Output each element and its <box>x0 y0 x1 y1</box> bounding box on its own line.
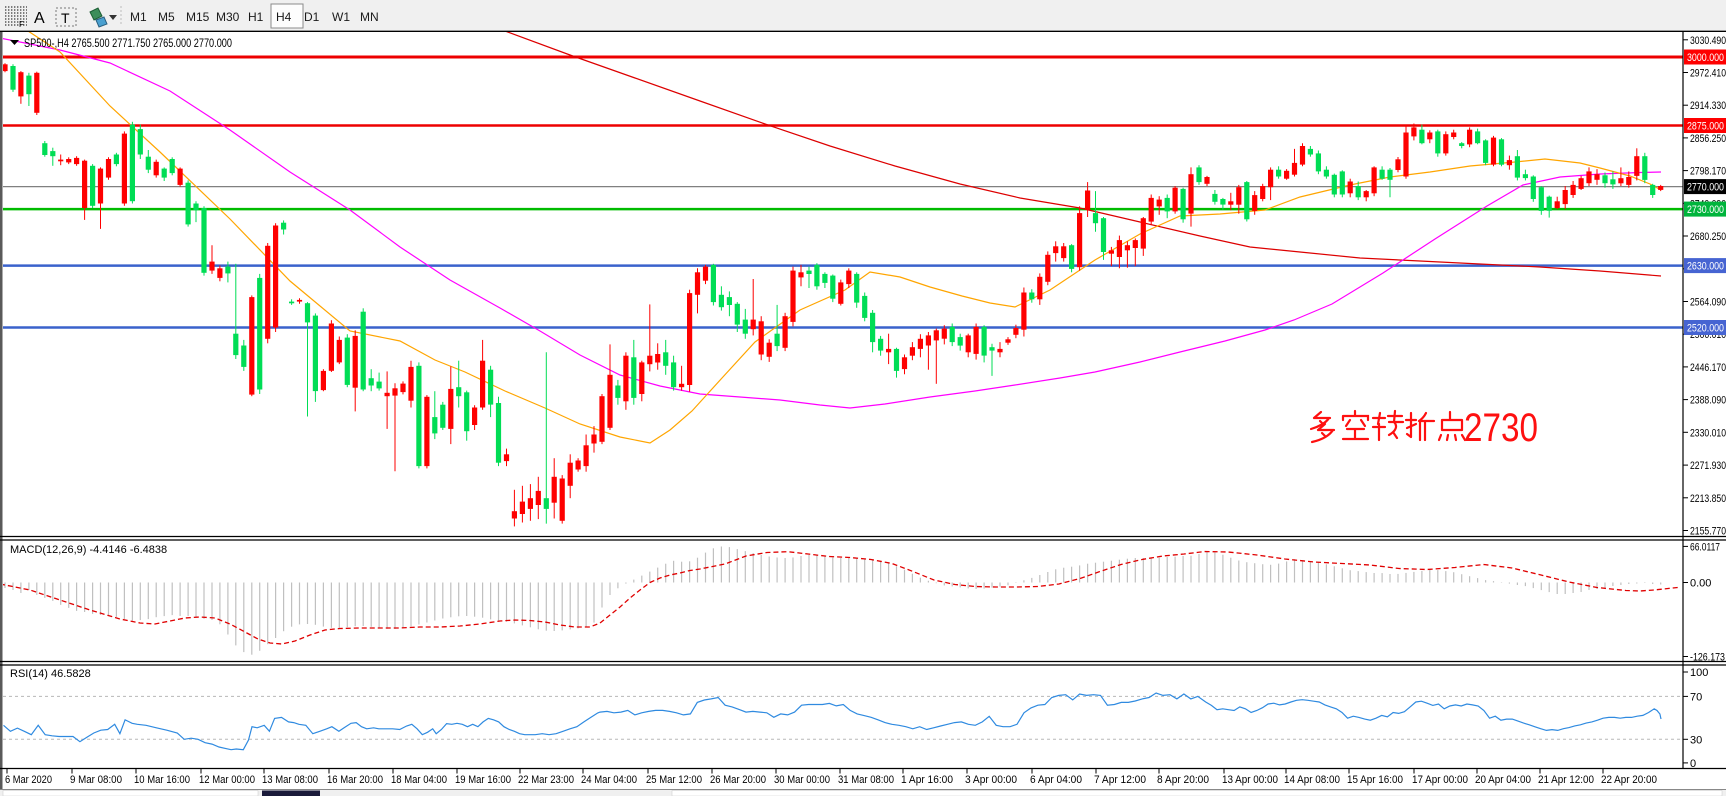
svg-text:10 Mar 16:00: 10 Mar 16:00 <box>134 774 190 786</box>
svg-text:22 Apr 20:00: 22 Apr 20:00 <box>1601 774 1657 786</box>
svg-text:26 Mar 20:00: 26 Mar 20:00 <box>710 774 766 786</box>
svg-text:M5: M5 <box>158 10 175 24</box>
svg-text:M30: M30 <box>216 10 240 24</box>
svg-text:12 Mar 00:00: 12 Mar 00:00 <box>199 774 255 786</box>
svg-text:13 Apr 00:00: 13 Apr 00:00 <box>1222 774 1278 786</box>
svg-text:19 Mar 16:00: 19 Mar 16:00 <box>455 774 511 786</box>
svg-text:M1: M1 <box>130 10 147 24</box>
svg-text:-126.173: -126.173 <box>1690 652 1725 664</box>
svg-text:2155.770: 2155.770 <box>1690 526 1726 538</box>
svg-text:13 Mar 08:00: 13 Mar 08:00 <box>262 774 318 786</box>
svg-text:24 Mar 04:00: 24 Mar 04:00 <box>581 774 637 786</box>
svg-text:MN: MN <box>360 10 379 24</box>
svg-text:15 Apr 16:00: 15 Apr 16:00 <box>1347 774 1403 786</box>
svg-text:2271.930: 2271.930 <box>1690 460 1726 472</box>
svg-text:H4: H4 <box>276 10 292 24</box>
svg-text:2798.170: 2798.170 <box>1690 166 1726 178</box>
svg-text:2446.170: 2446.170 <box>1690 362 1726 374</box>
svg-text:2875.000: 2875.000 <box>1687 121 1724 133</box>
svg-text:H1: H1 <box>248 10 264 24</box>
svg-text:0.00: 0.00 <box>1690 578 1711 590</box>
svg-text:20 Apr 04:00: 20 Apr 04:00 <box>1475 774 1531 786</box>
svg-text:16 Mar 20:00: 16 Mar 20:00 <box>327 774 383 786</box>
svg-text:8 Apr 20:00: 8 Apr 20:00 <box>1157 774 1209 786</box>
svg-text:W1: W1 <box>332 10 350 24</box>
svg-text:M15: M15 <box>186 10 210 24</box>
svg-text:7 Apr 12:00: 7 Apr 12:00 <box>1094 774 1146 786</box>
svg-text:2972.410: 2972.410 <box>1690 68 1726 80</box>
svg-text:2856.250: 2856.250 <box>1690 133 1726 145</box>
svg-text:0: 0 <box>1690 758 1696 770</box>
svg-text:14 Apr 08:00: 14 Apr 08:00 <box>1284 774 1340 786</box>
svg-text:30: 30 <box>1690 734 1702 746</box>
svg-text:A: A <box>34 10 45 27</box>
svg-text:3000.000: 3000.000 <box>1687 52 1724 64</box>
svg-text:3030.490: 3030.490 <box>1690 35 1726 47</box>
svg-text:6 Mar 2020: 6 Mar 2020 <box>5 774 52 786</box>
svg-text:31 Mar 08:00: 31 Mar 08:00 <box>838 774 894 786</box>
svg-text:22 Mar 23:00: 22 Mar 23:00 <box>518 774 574 786</box>
svg-text:2388.090: 2388.090 <box>1690 395 1726 407</box>
svg-text:70: 70 <box>1690 691 1702 703</box>
svg-text:2730: 2730 <box>1464 406 1538 450</box>
svg-text:D1: D1 <box>304 10 320 24</box>
svg-text:21 Apr 12:00: 21 Apr 12:00 <box>1538 774 1594 786</box>
svg-text:2564.090: 2564.090 <box>1690 297 1726 309</box>
svg-text:T: T <box>61 10 70 26</box>
svg-text:3 Apr 00:00: 3 Apr 00:00 <box>965 774 1017 786</box>
svg-text:18 Mar 04:00: 18 Mar 04:00 <box>391 774 447 786</box>
svg-text:SP500-,H4 2765.500 2771.750 2: SP500-,H4 2765.500 2771.750 2765.000 277… <box>24 36 232 50</box>
svg-text:2770.000: 2770.000 <box>1687 182 1724 194</box>
svg-text:2680.250: 2680.250 <box>1690 231 1726 243</box>
svg-text:2213.850: 2213.850 <box>1690 493 1726 505</box>
svg-text:2630.000: 2630.000 <box>1687 261 1724 273</box>
svg-text:30 Mar 00:00: 30 Mar 00:00 <box>774 774 830 786</box>
svg-text:9 Mar 08:00: 9 Mar 08:00 <box>70 774 122 786</box>
svg-text:RSI(14) 46.5828: RSI(14) 46.5828 <box>10 668 91 680</box>
svg-text:2520.000: 2520.000 <box>1687 323 1724 335</box>
svg-text:2914.330: 2914.330 <box>1690 100 1726 112</box>
svg-text:66.0117: 66.0117 <box>1690 541 1720 553</box>
svg-text:MACD(12,26,9) -4.4146 -6.4838: MACD(12,26,9) -4.4146 -6.4838 <box>10 544 167 556</box>
svg-text:1 Apr 16:00: 1 Apr 16:00 <box>901 774 953 786</box>
svg-text:100: 100 <box>1690 667 1708 679</box>
svg-text:25 Mar 12:00: 25 Mar 12:00 <box>646 774 702 786</box>
svg-text:6 Apr 04:00: 6 Apr 04:00 <box>1030 774 1082 786</box>
svg-text:F: F <box>19 20 24 29</box>
svg-text:17 Apr 00:00: 17 Apr 00:00 <box>1412 774 1468 786</box>
svg-text:2330.010: 2330.010 <box>1690 427 1726 439</box>
svg-text:2730.000: 2730.000 <box>1687 204 1724 216</box>
